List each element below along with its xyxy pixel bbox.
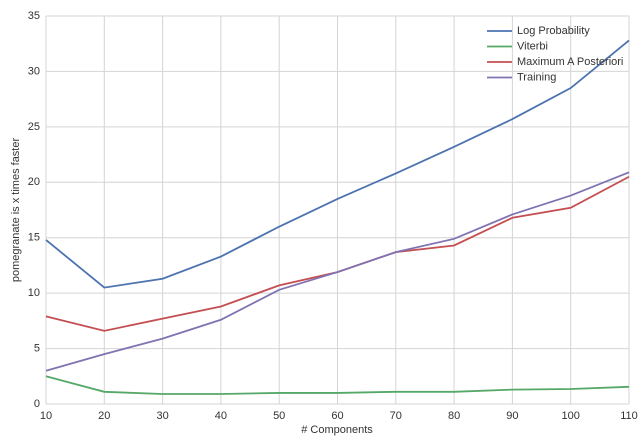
line xyxy=(45,375,630,395)
y-tick-label: 20 xyxy=(28,176,40,188)
y-tick-label: 0 xyxy=(34,398,40,410)
y-tick-label: 10 xyxy=(28,287,40,299)
x-tick-label: 60 xyxy=(331,410,343,422)
x-tick-label: 70 xyxy=(390,410,402,422)
legend-label: Training xyxy=(517,71,556,83)
x-tick-label: 80 xyxy=(448,410,460,422)
x-tick-label: 20 xyxy=(98,410,110,422)
x-tick-label: 10 xyxy=(40,410,52,422)
legend: Log Probability Viterbi Maximum A Posterio… xyxy=(487,25,623,83)
line xyxy=(45,171,630,372)
y-axis-label: pomegranate is x times faster xyxy=(10,138,22,283)
y-tick-label: 30 xyxy=(28,65,40,77)
y-tick-label: 5 xyxy=(34,342,40,354)
x-tick-label: 100 xyxy=(562,410,580,422)
x-tick-label: 40 xyxy=(215,410,227,422)
x-tick-label: 110 xyxy=(620,410,638,422)
legend-label: Maximum A Posteriori xyxy=(517,56,623,68)
x-tick-label: 30 xyxy=(156,410,168,422)
y-tick-label: 35 xyxy=(28,10,40,22)
x-axis-label: # Components xyxy=(301,424,373,436)
x-tick-label: 50 xyxy=(273,410,285,422)
x-tick-label: 90 xyxy=(506,410,518,422)
line xyxy=(45,39,630,289)
y-tick-label: 25 xyxy=(28,121,40,133)
legend-label: Viterbi xyxy=(517,40,548,52)
y-tick-label: 15 xyxy=(28,232,40,244)
legend-label: Log Probability xyxy=(517,25,590,37)
